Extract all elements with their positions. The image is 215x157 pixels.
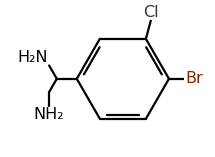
Text: Br: Br (185, 71, 203, 86)
Text: H₂N: H₂N (18, 50, 48, 65)
Text: NH₂: NH₂ (34, 107, 64, 122)
Text: Cl: Cl (143, 5, 158, 20)
